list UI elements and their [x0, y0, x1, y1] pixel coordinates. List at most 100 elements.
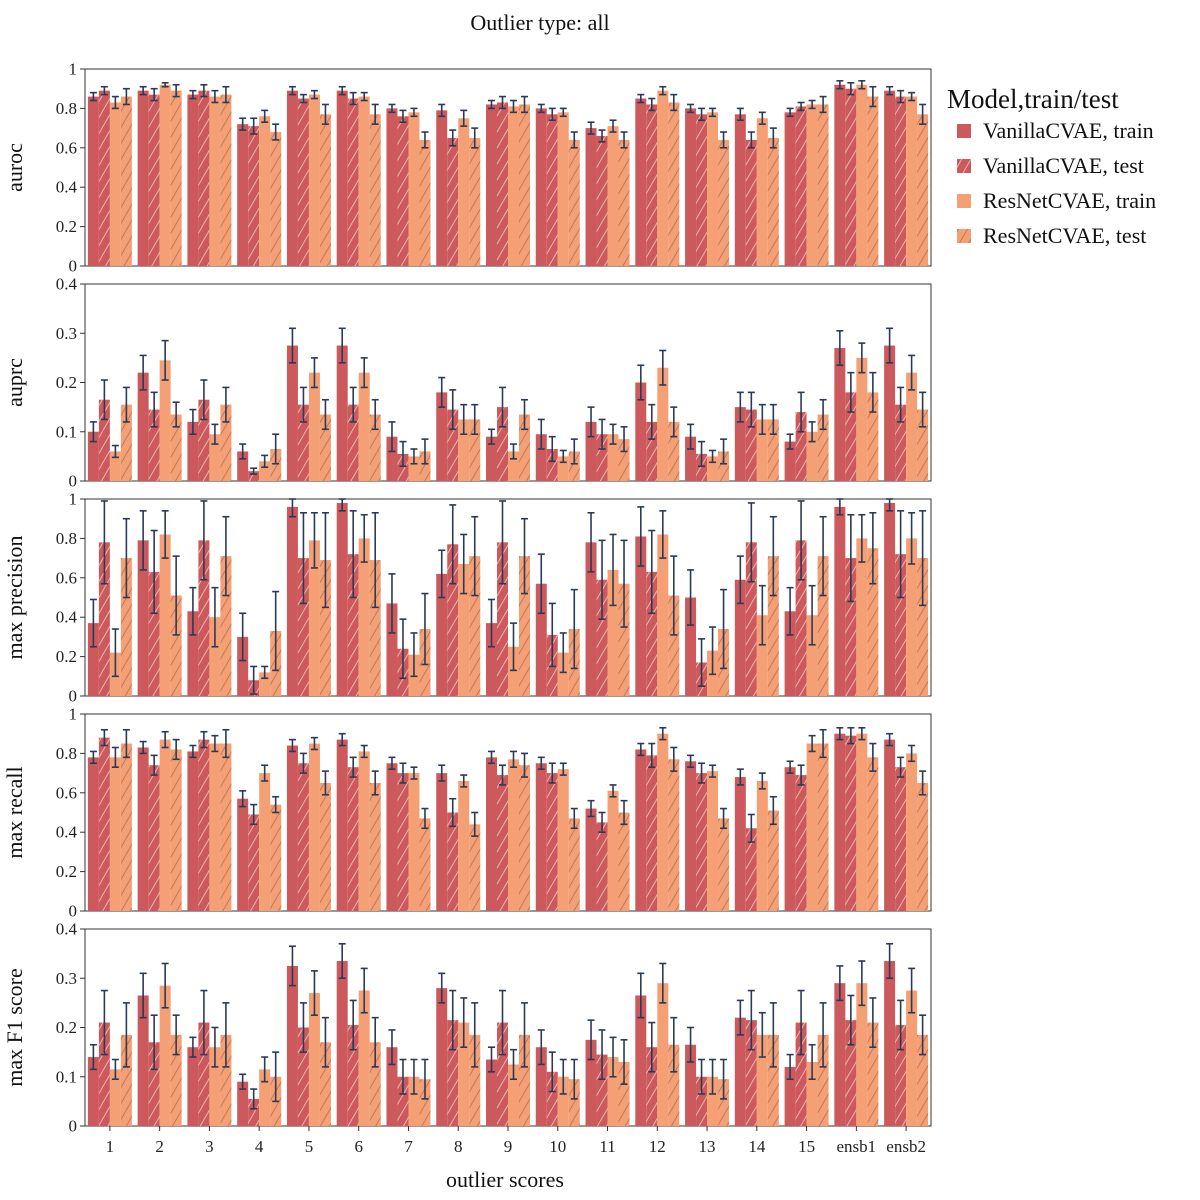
bar [856, 733, 868, 911]
bar-hatch [519, 556, 530, 696]
bar [635, 382, 647, 481]
bar-hatch [319, 782, 331, 911]
bar-hatch [668, 102, 680, 267]
bar-hatch [767, 1034, 779, 1126]
y-tick-label: 0 [69, 1117, 78, 1136]
bar-hatch [618, 1061, 630, 1126]
y-tick-label: 0.2 [56, 862, 77, 881]
bar-hatch [198, 90, 210, 266]
y-tick-label: 0.2 [56, 373, 77, 392]
bar-hatch [319, 560, 331, 696]
y-tick-label: 0.6 [56, 138, 77, 157]
bar [237, 798, 249, 911]
bar [436, 110, 448, 267]
bar-hatch [596, 1054, 608, 1126]
bar [535, 434, 547, 481]
bar-hatch [845, 1020, 857, 1126]
bar [784, 767, 796, 911]
panel-1: 0 0.2 0.4 0.6 0.8 1 auroc [2, 60, 932, 276]
x-tick-label: 15 [798, 1137, 815, 1156]
bar-hatch [845, 392, 857, 481]
bar [109, 1069, 121, 1126]
legend-swatch [957, 194, 971, 208]
bar [436, 773, 448, 911]
bar-hatch [668, 595, 680, 696]
bar-hatch [148, 765, 160, 911]
x-tick-label: 9 [504, 1137, 513, 1156]
bar [159, 985, 171, 1126]
bar [635, 749, 647, 911]
bar-hatch [347, 554, 359, 696]
bar [486, 1059, 497, 1126]
bar [286, 506, 298, 696]
bar-hatch [668, 759, 680, 911]
bar-hatch [319, 114, 331, 266]
y-tick-label: 0.2 [56, 647, 77, 666]
bar-hatch [845, 88, 857, 266]
bar [187, 421, 199, 481]
bar [756, 419, 768, 481]
bar-hatch [718, 818, 730, 911]
y-axis-title: max recall [2, 766, 27, 858]
bar-hatch [220, 94, 232, 266]
bar-hatch [170, 414, 182, 481]
bar [408, 456, 420, 481]
bar [436, 573, 448, 696]
bar-hatch [795, 412, 807, 481]
bar-hatch [917, 409, 929, 481]
bar [358, 96, 370, 266]
bar-hatch [546, 773, 558, 911]
bar-hatch [419, 451, 431, 481]
y-tick-label: 0.6 [56, 783, 77, 802]
bar [187, 611, 199, 696]
bar-hatch [148, 409, 160, 481]
bar [657, 367, 669, 481]
y-tick-label: 0.4 [56, 608, 78, 627]
bar-hatch [98, 542, 110, 696]
bar-hatch [447, 137, 459, 266]
bar-hatch [469, 556, 481, 696]
bar-hatch [917, 114, 929, 266]
bar-hatch [297, 558, 309, 696]
panel-5: 0 0.1 0.2 0.3 0.4 max F1 score [2, 920, 932, 1136]
bar [508, 646, 519, 696]
bar [734, 579, 746, 696]
y-axis-title: auprc [2, 358, 27, 407]
bar-hatch [618, 139, 630, 266]
bar [259, 461, 271, 481]
y-tick-label: 0 [69, 902, 78, 921]
bar-hatch [546, 114, 558, 266]
bar [237, 451, 249, 481]
bar-hatch [469, 824, 481, 911]
bar-hatch [248, 126, 260, 266]
bar [87, 431, 99, 481]
bar [834, 84, 846, 266]
bar [436, 392, 448, 481]
legend-title: Model,train/test [947, 84, 1119, 114]
bar-hatch [497, 775, 508, 911]
bar-hatch [596, 434, 608, 481]
bar-hatch [297, 763, 309, 911]
bar [884, 90, 896, 266]
bar-hatch [568, 818, 580, 911]
bar-hatch [895, 404, 907, 481]
bar-hatch [646, 755, 658, 911]
bar-hatch [419, 139, 431, 266]
bar [286, 90, 298, 266]
legend-swatch [957, 124, 971, 138]
bar [87, 1057, 99, 1126]
bar [259, 116, 271, 266]
bar [386, 603, 398, 696]
bar-hatch [718, 1079, 730, 1126]
bar [308, 372, 320, 481]
bar-hatch [646, 571, 658, 696]
x-tick-label: 14 [748, 1137, 766, 1156]
bar-hatch [646, 1047, 658, 1126]
bar [109, 102, 121, 267]
y-tick-label: 0.2 [56, 1018, 77, 1037]
bar-hatch [696, 114, 708, 266]
bar [159, 534, 171, 696]
y-tick-label: 0 [69, 687, 78, 706]
x-tick-label: ensb1 [837, 1137, 877, 1156]
y-tick-label: 0.8 [56, 529, 77, 548]
